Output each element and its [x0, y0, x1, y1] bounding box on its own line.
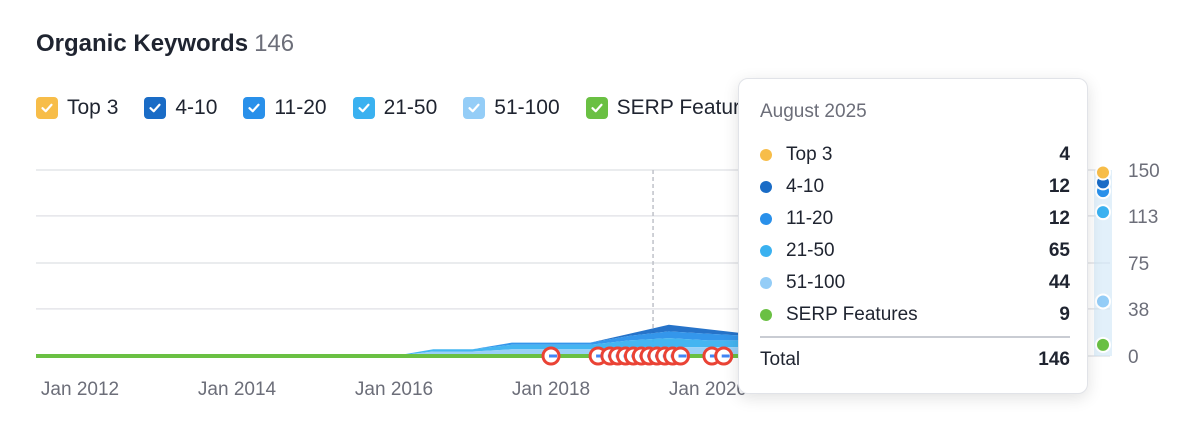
tooltip-row-label: Top 3 — [786, 144, 833, 165]
x-tick-label: Jan 2018 — [512, 379, 590, 400]
legend-label: 4-10 — [175, 96, 218, 119]
tooltip-row-label: 11-20 — [786, 208, 834, 229]
tooltip-row-value: 44 — [1048, 272, 1070, 293]
series-dot-icon — [760, 181, 772, 193]
y-tick-label: 113 — [1128, 207, 1158, 228]
keyword-count: 146 — [254, 30, 295, 57]
legend-label: SERP Features — [616, 96, 763, 119]
series-dot-icon — [760, 245, 772, 257]
check-icon — [248, 103, 261, 113]
y-tick-label: 150 — [1128, 161, 1160, 182]
legend-checkbox[interactable] — [243, 97, 266, 119]
series-dot-icon — [760, 213, 772, 225]
tooltip-row: 51-100 44 — [760, 267, 1070, 299]
legend-label: Top 3 — [67, 96, 119, 119]
google-update-icon — [714, 346, 734, 366]
series-dot-icon — [760, 309, 772, 321]
legend-checkbox[interactable] — [36, 97, 58, 119]
tooltip-divider — [760, 336, 1070, 338]
check-icon — [149, 103, 161, 113]
legend-label: 21-50 — [383, 96, 438, 119]
y-tick-label: 38 — [1128, 300, 1149, 321]
x-tick-label: Jan 2016 — [355, 379, 433, 400]
check-icon — [41, 103, 53, 113]
tooltip-row: 11-20 12 — [760, 203, 1070, 235]
x-tick-label: Jan 2012 — [41, 379, 119, 400]
check-icon — [591, 103, 603, 113]
legend-label: 11-20 — [274, 96, 327, 119]
x-tick-label: Jan 2020 — [669, 379, 747, 400]
y-tick-label: 0 — [1128, 347, 1139, 368]
legend-checkbox[interactable] — [585, 97, 608, 119]
legend-item-4-10[interactable]: 4-10 — [144, 96, 217, 120]
tooltip-row-value: 9 — [1059, 304, 1070, 325]
legend-item-top-3[interactable]: Top 3 — [36, 96, 118, 120]
google-update-icon — [671, 346, 691, 366]
tooltip-row: SERP Features 9 — [760, 299, 1070, 331]
tooltip-rows: Top 3 4 4-10 12 11-20 12 21-50 65 51-100 44 SERP F… — [760, 139, 1070, 331]
area-51-100 — [80, 347, 748, 356]
legend-item-serp-features[interactable]: SERP Features — [585, 96, 763, 120]
tooltip-row-label: SERP Features — [786, 304, 918, 325]
legend-checkbox[interactable] — [144, 97, 167, 119]
chart-tooltip: August 2025 Top 3 4 4-10 12 11-20 12 21-50 65 51… — [738, 78, 1088, 394]
series-dot-icon — [760, 277, 772, 289]
legend-item-11-20[interactable]: 11-20 — [243, 96, 327, 120]
tooltip-date: August 2025 — [760, 101, 867, 122]
check-icon — [357, 103, 370, 113]
title-text: Organic Keywords — [36, 30, 249, 57]
legend-item-51-100[interactable]: 51-100 — [463, 96, 560, 120]
tooltip-row-value: 65 — [1048, 240, 1070, 261]
tooltip-row: 21-50 65 — [760, 235, 1070, 267]
area-4-10 — [80, 324, 748, 356]
page-title: Organic Keywords 146 — [36, 30, 294, 58]
y-tick-label: 75 — [1128, 254, 1149, 275]
tooltip-row-label: 4-10 — [786, 176, 825, 197]
tooltip-row: Top 3 4 — [760, 139, 1070, 171]
tooltip-row: 4-10 12 — [760, 171, 1070, 203]
tooltip-row-value: 12 — [1048, 176, 1070, 197]
chart-legend: Top 3 4-10 11-20 21-50 51-100 SERP Features — [36, 96, 788, 120]
google-update-icon — [541, 346, 561, 366]
legend-item-21-50[interactable]: 21-50 — [352, 96, 438, 120]
tooltip-total-label: Total — [760, 349, 801, 370]
tooltip-row-value: 4 — [1059, 144, 1070, 165]
tooltip-row-label: 51-100 — [786, 272, 846, 293]
hover-point-51-100 — [1095, 293, 1111, 310]
x-tick-label: Jan 2014 — [198, 379, 277, 400]
area-21-50 — [80, 338, 748, 356]
series-dot-icon — [760, 149, 772, 161]
hover-point-21-50 — [1095, 204, 1111, 221]
hover-point-serp-features — [1095, 336, 1111, 353]
legend-label: 51-100 — [494, 96, 560, 119]
tooltip-row-label: 21-50 — [786, 240, 835, 261]
legend-checkbox[interactable] — [463, 97, 486, 119]
area-11-20 — [80, 331, 748, 356]
tooltip-total: Total 146 — [760, 349, 1070, 371]
tooltip-row-value: 12 — [1048, 208, 1070, 229]
tooltip-total-value: 146 — [1038, 349, 1070, 370]
check-icon — [468, 103, 480, 113]
hover-point-top-3 — [1095, 164, 1111, 181]
legend-checkbox[interactable] — [352, 97, 375, 119]
